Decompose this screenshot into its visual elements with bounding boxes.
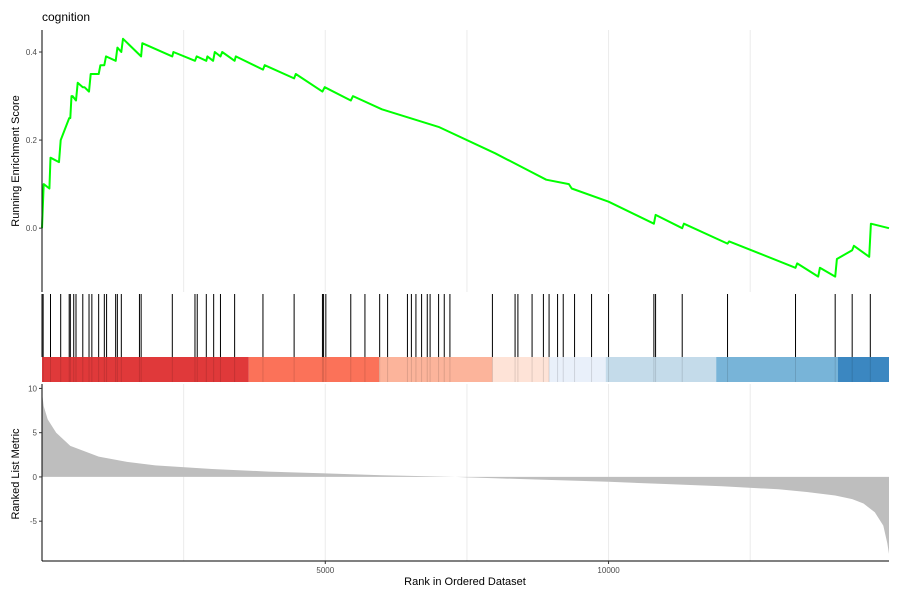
metric-y-tick-label: 0: [33, 473, 38, 482]
chart-title: cognition: [42, 10, 90, 24]
x-tick-label: 10000: [597, 566, 620, 575]
metric-y-tick-label: 10: [28, 384, 37, 393]
hits-panel: [42, 294, 889, 382]
metric-y-tick-label: 5: [33, 429, 38, 438]
es-y-tick-label: 0.0: [26, 224, 38, 233]
es-line: [41, 37, 890, 278]
rank-color-band: [248, 357, 380, 382]
metric-area: [42, 392, 889, 554]
rank-color-band: [605, 357, 717, 382]
rank-color-band: [838, 357, 889, 382]
x-axis-label: Rank in Ordered Dataset: [404, 576, 526, 588]
rank-color-band: [492, 357, 550, 382]
rank-color-band: [716, 357, 839, 382]
rank-color-band: [42, 357, 249, 382]
metric-panel: [42, 392, 889, 554]
rank-color-band: [549, 357, 606, 382]
es-panel: [41, 37, 890, 278]
es-y-tick-label: 0.2: [26, 136, 38, 145]
grid-layer: [183, 30, 751, 561]
metric-y-tick-label: -5: [30, 517, 38, 526]
metric-y-axis-label: Ranked List Metric: [10, 428, 22, 520]
rank-color-band: [379, 357, 493, 382]
axes-layer: 0.0 0.2 0.4 -5 0 5 10 5000 10000: [26, 30, 889, 575]
es-y-axis-label: Running Enrichment Score: [10, 95, 22, 226]
x-tick-label: 5000: [316, 566, 334, 575]
es-y-tick-label: 0.4: [26, 48, 38, 57]
